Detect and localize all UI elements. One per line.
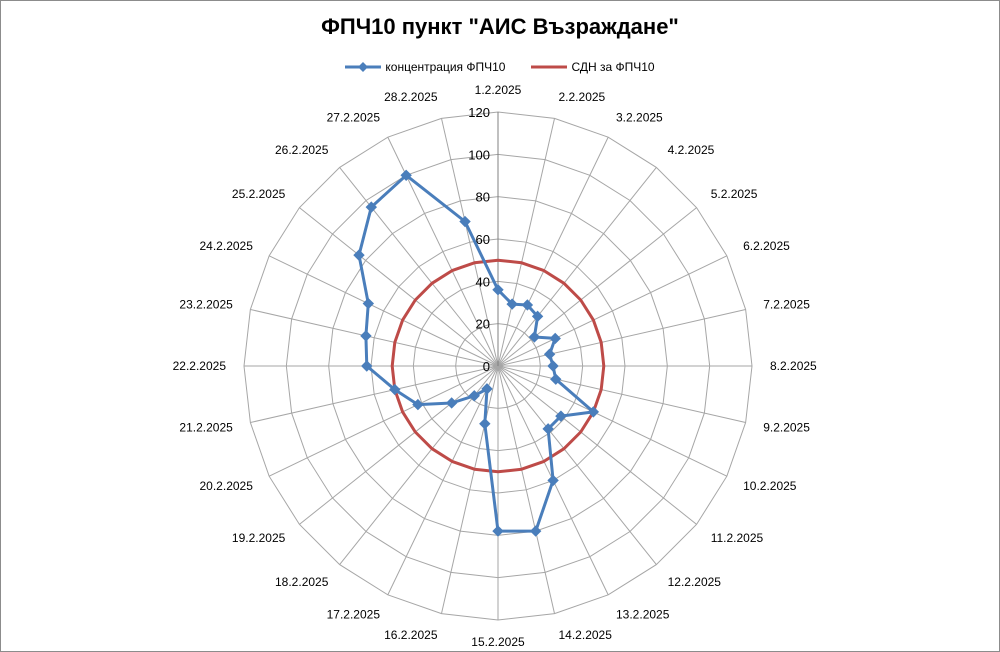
category-label: 10.2.2025	[743, 479, 797, 493]
category-label: 8.2.2025	[770, 359, 817, 373]
data-point-marker	[412, 398, 424, 411]
spoke	[497, 308, 746, 367]
data-point-marker	[542, 423, 554, 435]
spoke	[497, 365, 697, 525]
category-label: 3.2.2025	[616, 110, 663, 124]
legend-label-concentration: концентрация ФПЧ10	[385, 60, 506, 74]
category-label: 22.2.2025	[173, 359, 227, 373]
data-point-marker	[353, 249, 365, 261]
data-point-marker	[549, 332, 561, 345]
legend-label-limit: СДН за ФПЧ10	[571, 60, 655, 74]
category-label: 6.2.2025	[743, 239, 790, 253]
tick-label: 60	[476, 232, 490, 247]
category-label: 9.2.2025	[763, 420, 810, 434]
data-point-marker	[365, 201, 378, 213]
spoke	[299, 365, 499, 525]
category-label: 5.2.2025	[711, 187, 758, 201]
category-label: 7.2.2025	[763, 298, 810, 312]
spoke	[440, 365, 499, 614]
spoke	[497, 255, 728, 367]
chart-title: ФПЧ10 пункт "АИС Възраждане"	[321, 14, 679, 39]
spoke	[268, 255, 499, 367]
category-label: 23.2.2025	[179, 298, 233, 312]
category-label: 18.2.2025	[275, 575, 329, 589]
category-label: 24.2.2025	[200, 239, 254, 253]
tick-label: 0	[483, 359, 490, 374]
data-point-marker	[459, 215, 471, 228]
spoke	[497, 365, 746, 424]
data-point-marker	[360, 330, 372, 342]
spoke	[497, 365, 728, 477]
category-label: 20.2.2025	[200, 479, 254, 493]
data-point-marker	[529, 525, 542, 537]
data-point-marker	[506, 298, 518, 310]
data-point-marker	[361, 360, 373, 372]
tick-label: 100	[468, 147, 490, 162]
category-label: 17.2.2025	[327, 608, 381, 622]
tick-label: 40	[476, 274, 490, 289]
category-label: 19.2.2025	[232, 531, 286, 545]
legend-swatch-limit	[531, 65, 568, 69]
category-label: 11.2.2025	[711, 531, 764, 545]
spoke	[497, 118, 556, 367]
data-point-marker	[389, 383, 401, 396]
data-point-marker	[362, 297, 375, 310]
category-label: 25.2.2025	[232, 187, 286, 201]
tick-label: 120	[468, 105, 490, 120]
series-line-limit	[390, 258, 606, 474]
spoke	[339, 167, 499, 367]
legend-item-concentration: концентрация ФПЧ10	[345, 60, 505, 74]
category-label: 26.2.2025	[275, 143, 329, 157]
data-point-marker	[479, 418, 491, 430]
spoke	[387, 365, 499, 596]
spoke	[497, 365, 556, 614]
data-point-marker	[445, 397, 458, 409]
series-limit	[390, 258, 606, 474]
data-point-marker	[531, 310, 544, 323]
data-point-marker	[400, 169, 412, 182]
spoke	[339, 365, 499, 565]
legend-swatch-concentration	[345, 62, 382, 72]
category-label: 15.2.2025	[471, 635, 525, 649]
tick-label: 20	[476, 317, 490, 332]
series-concentration	[353, 169, 600, 537]
data-point-marker	[547, 360, 559, 372]
data-point-marker	[492, 525, 504, 537]
data-point-marker	[547, 474, 559, 487]
spoke	[497, 136, 609, 367]
category-label: 1.2.2025	[475, 83, 522, 97]
data-point-marker	[492, 284, 504, 296]
spoke	[299, 207, 499, 367]
spoke	[440, 118, 499, 367]
data-point-marker	[555, 410, 567, 422]
legend: концентрация ФПЧ10 СДН за ФПЧ10	[0, 60, 1000, 74]
spoke	[250, 308, 499, 367]
spoke	[250, 365, 499, 424]
category-label: 16.2.2025	[384, 628, 438, 642]
data-point-marker	[481, 383, 493, 395]
spoke	[497, 167, 657, 367]
data-point-marker	[550, 373, 562, 385]
category-label: 12.2.2025	[668, 575, 722, 589]
data-point-marker	[521, 299, 534, 311]
category-label: 21.2.2025	[179, 420, 233, 434]
spoke	[497, 207, 697, 367]
category-label: 28.2.2025	[384, 90, 438, 104]
data-point-marker	[468, 390, 480, 402]
data-point-marker	[543, 348, 556, 360]
radar-grid	[243, 111, 753, 621]
data-point-marker	[587, 406, 600, 418]
category-label: 27.2.2025	[327, 110, 381, 124]
category-label: 14.2.2025	[559, 628, 613, 642]
category-label: 13.2.2025	[616, 608, 670, 622]
legend-item-limit: СДН за ФПЧ10	[531, 60, 655, 74]
spoke	[497, 365, 657, 565]
spoke	[268, 365, 499, 477]
category-label: 2.2.2025	[559, 90, 606, 104]
data-point-marker	[528, 331, 541, 343]
category-label: 4.2.2025	[668, 143, 715, 157]
tick-label: 80	[476, 190, 490, 205]
